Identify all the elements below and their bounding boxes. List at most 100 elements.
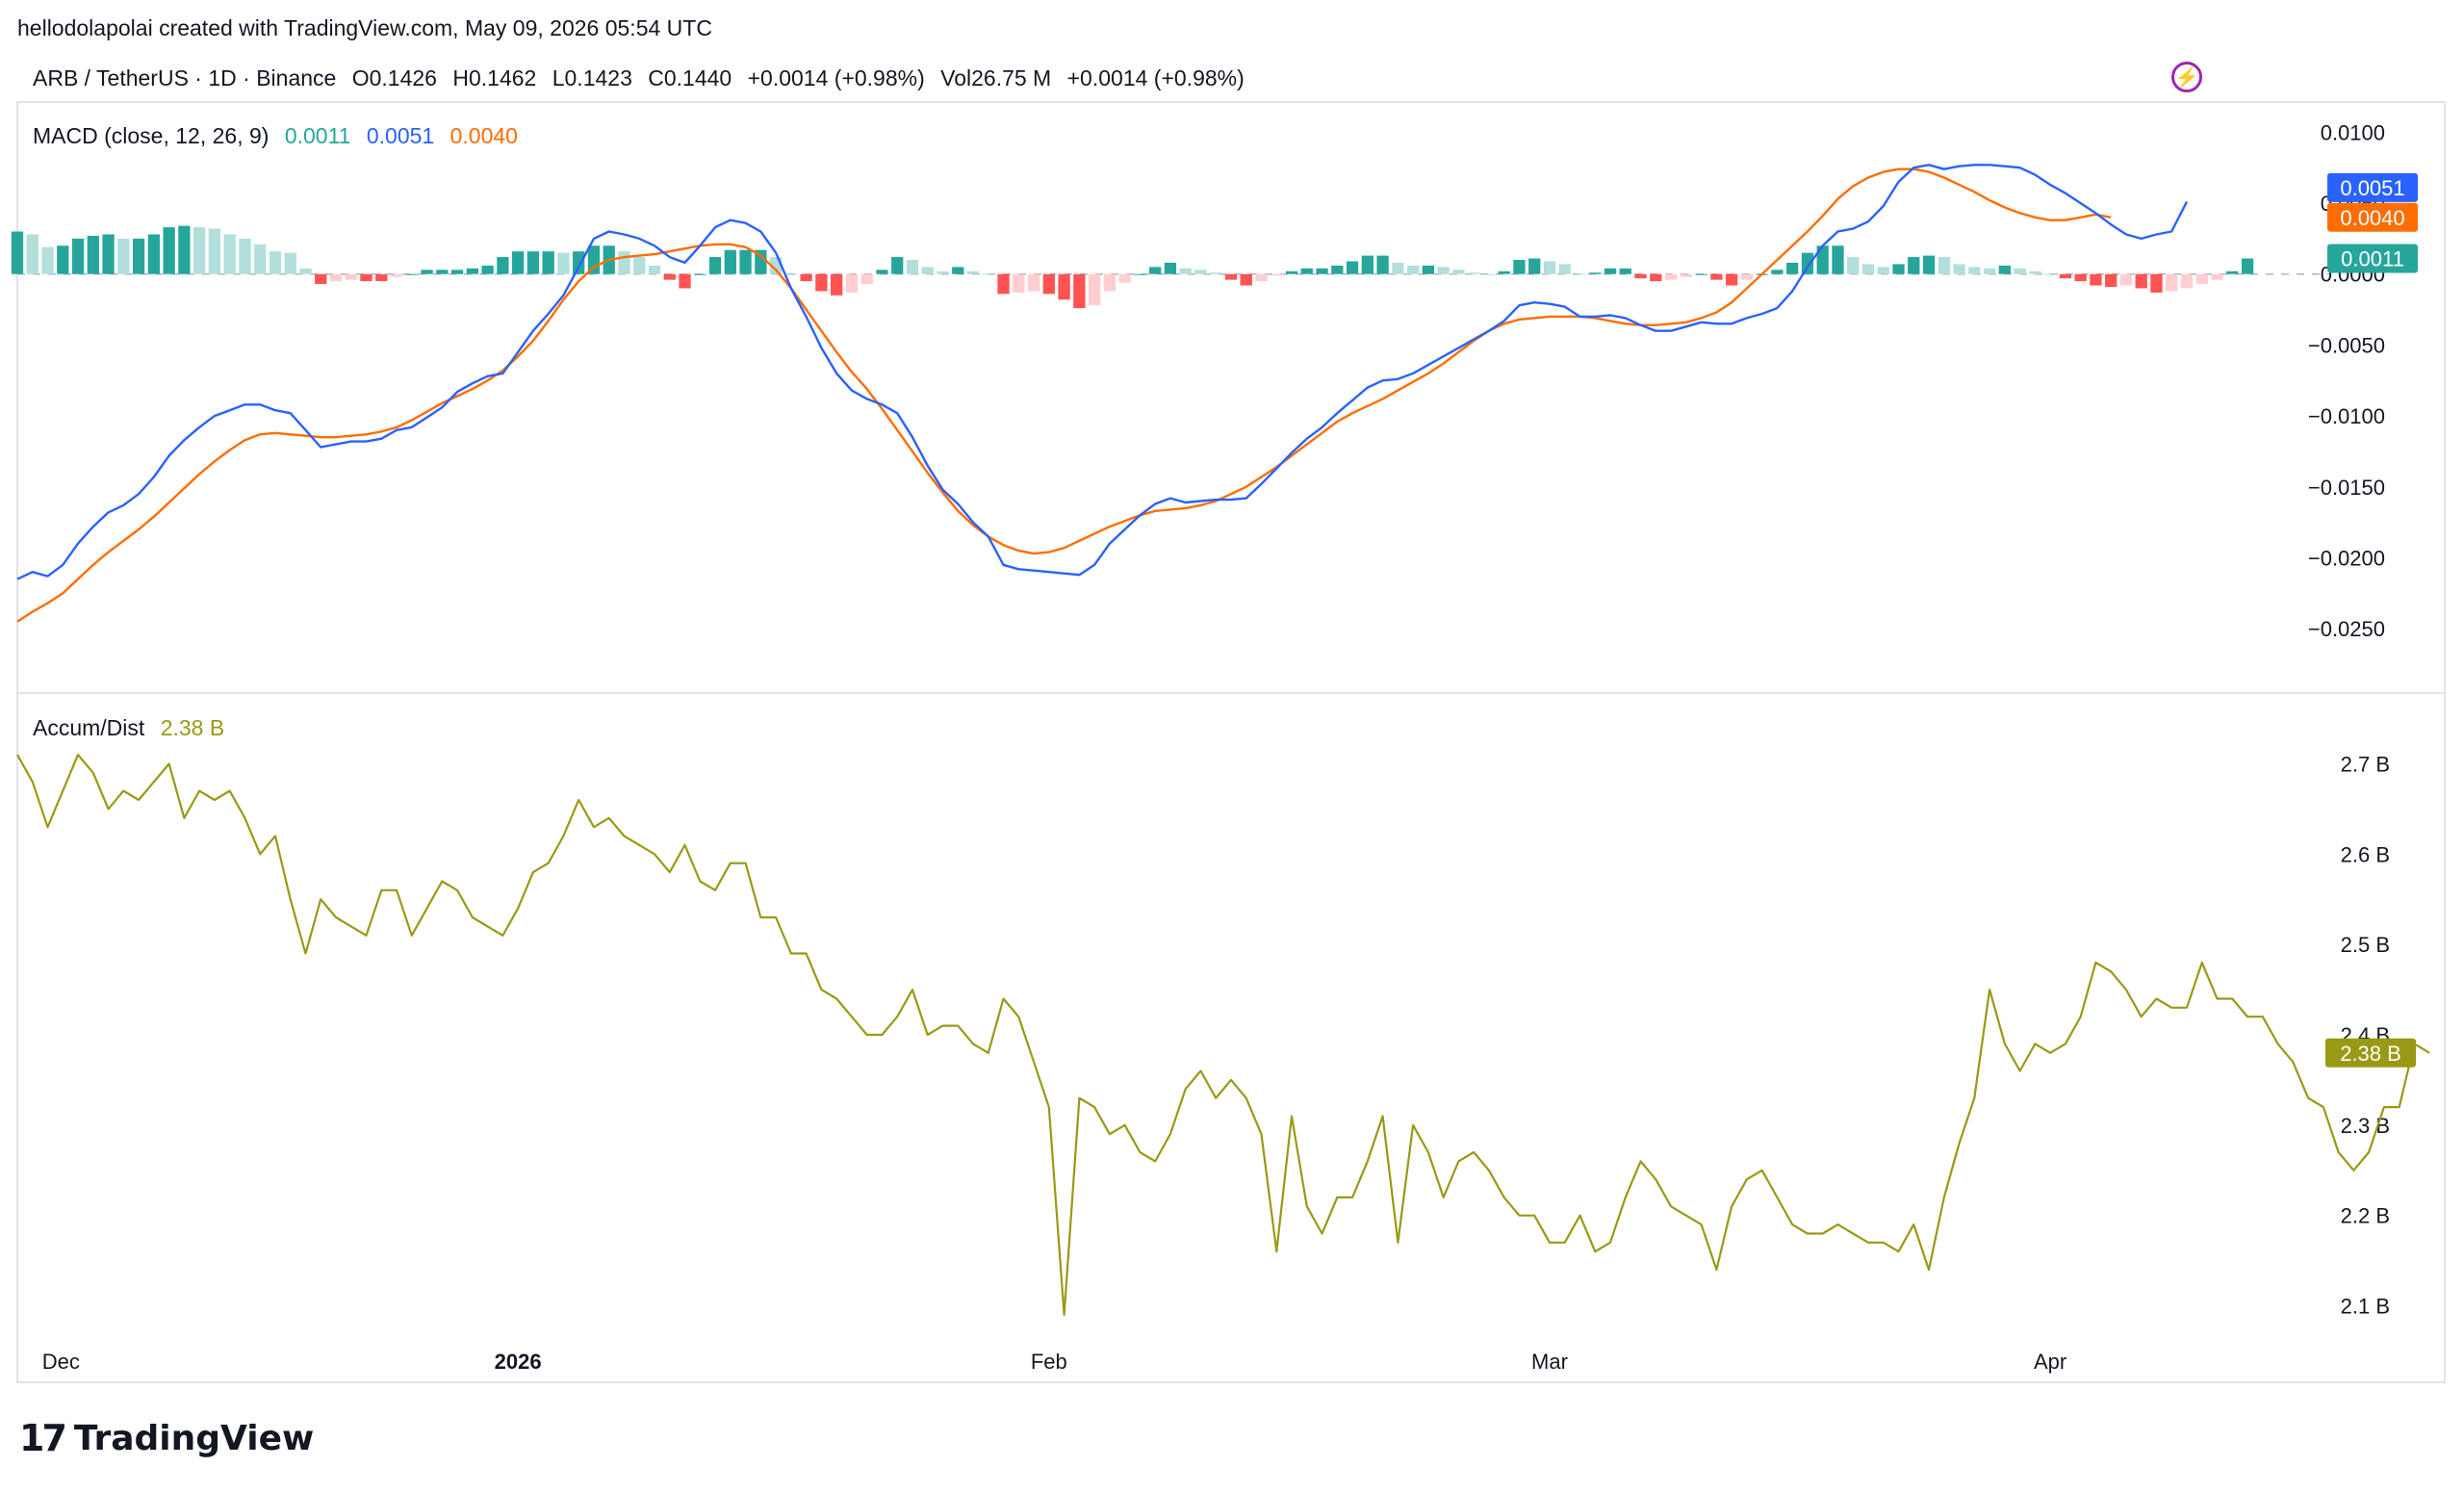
macd-histogram-bar xyxy=(633,257,646,274)
macd-histogram-bar xyxy=(679,273,691,289)
macd-histogram-bar xyxy=(921,267,934,274)
macd-histogram-bar xyxy=(1361,255,1373,274)
macd-histogram-bar xyxy=(1088,273,1101,306)
macd-histogram-bar xyxy=(1164,262,1177,274)
macd-histogram-bar xyxy=(1498,270,1510,274)
macd-histogram-bar xyxy=(1922,255,1936,274)
macd-histogram-bar xyxy=(1558,264,1571,274)
macd-histogram-bar xyxy=(831,273,843,296)
tradingview-logo: 17 TradingView xyxy=(19,1417,314,1459)
macd-histogram-bar xyxy=(1725,273,1738,286)
macd-histogram-bar xyxy=(239,238,251,274)
macd-histogram-bar xyxy=(1013,273,1025,293)
ad-y-tick-label: 2.5 B xyxy=(2341,933,2390,957)
macd-histogram-bar xyxy=(466,268,479,274)
macd-histogram-bar xyxy=(147,234,161,274)
macd-histogram-bar xyxy=(800,273,812,282)
macd-legend-title[interactable]: MACD (close, 12, 26, 9) xyxy=(33,123,270,148)
ad-last-value-tag-bg xyxy=(2325,1038,2416,1068)
macd-last-value-tag-bg xyxy=(2327,172,2418,202)
macd-histogram-bar xyxy=(450,270,464,274)
macd-histogram-bar xyxy=(2090,273,2102,286)
ad-legend: Accum/Dist 2.38 B xyxy=(33,715,234,741)
ad-legend-value: 2.38 B xyxy=(160,715,225,740)
macd-y-tick-label: 0.0100 xyxy=(2321,120,2385,144)
lightning-icon[interactable]: ⚡ xyxy=(2171,62,2202,92)
macd-histogram-bar xyxy=(2105,273,2118,287)
macd-histogram-bar xyxy=(1210,272,1222,274)
macd-histogram-bar xyxy=(1285,270,1298,274)
ad-y-tick-label: 2.1 B xyxy=(2341,1295,2390,1319)
macd-histogram-bar xyxy=(966,270,980,274)
macd-histogram-bar xyxy=(2029,270,2041,274)
macd-histogram-bar xyxy=(1938,257,1950,274)
macd-histogram-bar xyxy=(1422,265,1435,274)
macd-histogram-bar xyxy=(102,234,115,274)
macd-histogram-bar xyxy=(694,273,706,275)
macd-histogram-bar xyxy=(1118,273,1131,283)
macd-histogram-bar xyxy=(1786,262,1799,274)
macd-histogram-bar xyxy=(71,238,85,274)
macd-histogram-bar xyxy=(755,249,767,274)
macd-histogram-bar xyxy=(997,273,1010,295)
macd-histogram-bar xyxy=(1042,273,1055,295)
macd-histogram-bar xyxy=(937,270,949,274)
macd-histogram-bar xyxy=(11,231,24,274)
macd-histogram-bar xyxy=(1664,273,1678,280)
macd-histogram-bar xyxy=(1224,273,1238,280)
macd-histogram-bar xyxy=(1710,273,1723,280)
macd-histogram-bar xyxy=(41,246,54,274)
signal-last-value-tag: 0.0040 xyxy=(2340,206,2404,230)
macd-legend: MACD (close, 12, 26, 9) 0.0011 0.0051 0.… xyxy=(33,123,527,149)
macd-histogram-bar xyxy=(2195,273,2208,285)
macd-histogram-bar xyxy=(542,251,554,274)
macd-histogram-bar xyxy=(906,260,919,274)
macd-histogram-bar xyxy=(860,273,873,285)
macd-histogram-bar xyxy=(1650,273,1662,282)
macd-histogram-bar xyxy=(1134,273,1146,275)
ohlc-low: L0.1423 xyxy=(552,65,632,90)
macd-histogram-bar xyxy=(192,227,206,274)
signal-last-value-tag-bg xyxy=(2327,202,2418,232)
macd-histogram-bar xyxy=(2135,273,2147,289)
macd-histogram-bar xyxy=(1513,260,1526,274)
ohlc-open: O0.1426 xyxy=(351,65,437,90)
macd-histogram-bar xyxy=(815,273,828,292)
signal-line xyxy=(16,167,2112,623)
macd-y-tick-label: −0.0150 xyxy=(2308,476,2385,500)
ad-legend-title[interactable]: Accum/Dist xyxy=(33,715,145,740)
macd-histogram-bar xyxy=(390,273,403,277)
macd-histogram-bar xyxy=(360,273,372,282)
symbol-info-bar: ARB / TetherUS · 1D · Binance O0.1426 H0… xyxy=(33,65,1254,91)
ohlc-close: C0.1440 xyxy=(648,65,732,90)
macd-histogram-bar xyxy=(1619,268,1631,274)
chart-frame xyxy=(16,101,2446,1383)
macd-histogram-bar xyxy=(2074,273,2087,282)
time-axis-label: Mar xyxy=(1531,1350,1568,1374)
macd-histogram-bar xyxy=(117,238,130,274)
macd-histogram-bar xyxy=(2119,273,2133,286)
macd-histogram-bar xyxy=(1255,273,1268,282)
ad-y-tick-label: 2.6 B xyxy=(2341,842,2390,866)
macd-histogram-bar xyxy=(1468,272,1480,274)
macd-histogram-bar xyxy=(1816,245,1829,274)
macd-histogram-bar xyxy=(1801,252,1814,274)
symbol-name[interactable]: ARB / TetherUS · 1D · Binance xyxy=(33,65,337,90)
macd-histogram-bar xyxy=(2180,273,2194,289)
macd-histogram-bar xyxy=(739,249,752,274)
macd-histogram-bar xyxy=(1892,264,1905,274)
macd-histogram-bar xyxy=(284,252,296,274)
macd-histogram-bar xyxy=(1877,267,1889,274)
macd-histogram-bar xyxy=(1300,268,1313,274)
ad-line xyxy=(16,753,2430,1317)
macd-histogram-bar xyxy=(2043,273,2057,275)
macd-histogram-bar xyxy=(163,227,175,274)
macd-histogram-bar xyxy=(208,228,221,274)
macd-histogram-bar xyxy=(421,270,433,274)
macd-histogram-bar xyxy=(618,251,630,274)
macd-histogram-bar xyxy=(1270,273,1283,276)
macd-histogram-bar xyxy=(1452,270,1465,274)
macd-histogram-bar xyxy=(436,270,449,274)
macd-histogram-bar xyxy=(481,265,494,274)
